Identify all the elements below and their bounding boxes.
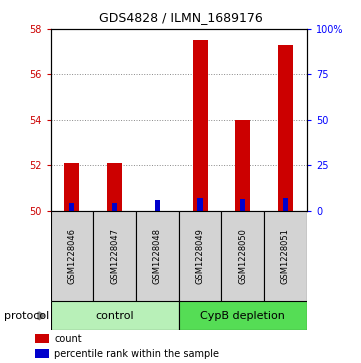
Bar (69, 203, 74, 211)
Bar (179, 301, 307, 330)
Text: GSM1228050: GSM1228050 (238, 228, 247, 284)
Text: GSM1228047: GSM1228047 (110, 228, 119, 284)
FancyArrow shape (38, 312, 44, 320)
Bar (240, 199, 245, 211)
Bar (51, 301, 179, 330)
Bar (283, 198, 288, 211)
Bar (278, 45, 293, 211)
Bar (35, 349, 49, 358)
Text: protocol: protocol (4, 311, 49, 321)
Text: percentile rank within the sample: percentile rank within the sample (55, 348, 219, 359)
Bar (155, 200, 160, 211)
Bar (112, 203, 117, 211)
Bar (179, 211, 221, 301)
Text: GSM1228046: GSM1228046 (68, 228, 77, 284)
Bar (197, 198, 203, 211)
Bar (51, 211, 93, 301)
Bar (264, 211, 307, 301)
Text: CypB depletion: CypB depletion (200, 311, 285, 321)
Bar (107, 163, 122, 211)
Bar (192, 40, 208, 211)
Text: GDS4828 / ILMN_1689176: GDS4828 / ILMN_1689176 (99, 11, 262, 24)
Text: GSM1228048: GSM1228048 (153, 228, 162, 284)
Bar (64, 163, 79, 211)
Bar (235, 120, 250, 211)
Text: control: control (95, 311, 134, 321)
Bar (35, 334, 49, 343)
Text: GSM1228051: GSM1228051 (281, 228, 290, 284)
Bar (136, 211, 179, 301)
Text: GSM1228049: GSM1228049 (196, 228, 205, 284)
Bar (93, 211, 136, 301)
Bar (221, 211, 264, 301)
Text: count: count (55, 334, 82, 344)
